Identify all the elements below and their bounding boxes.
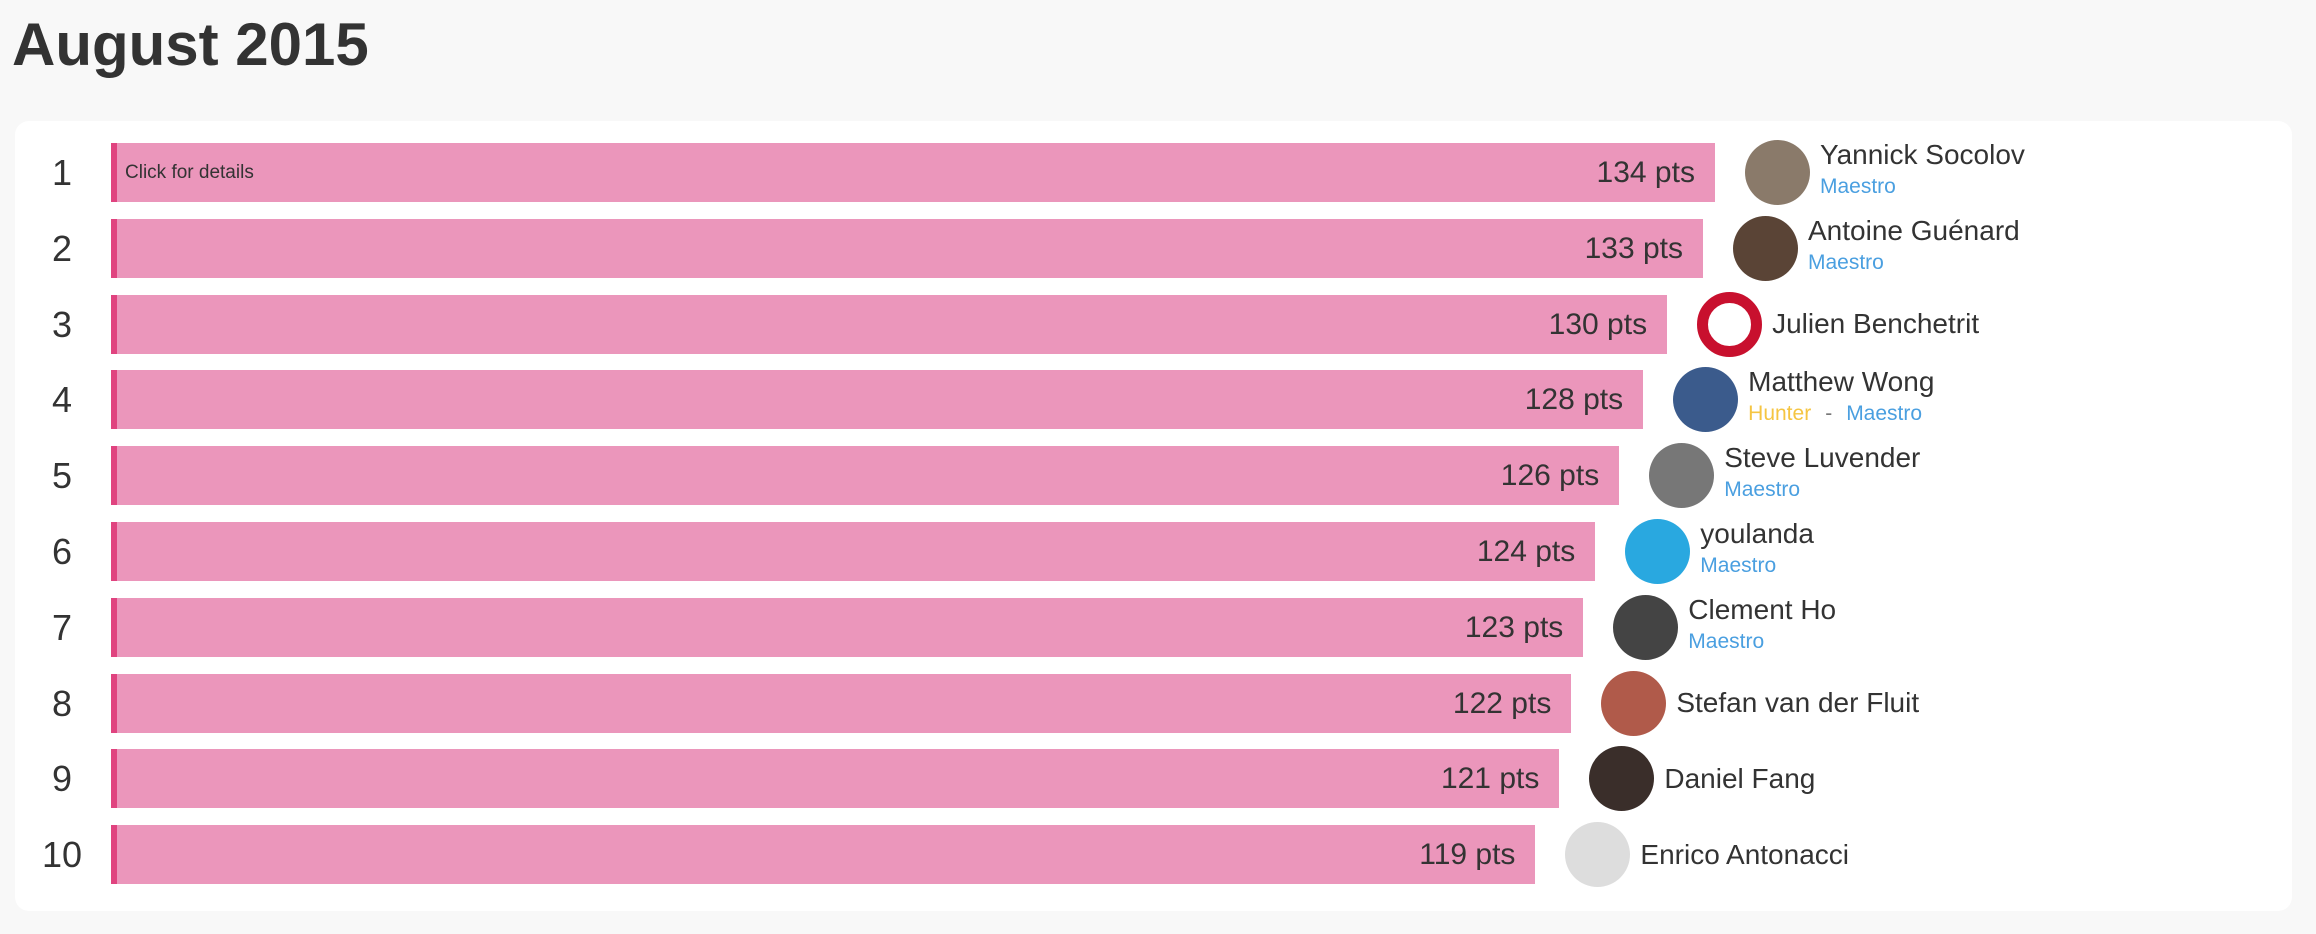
user-role: Hunter [1748,402,1812,426]
rank: 9 [51,758,73,800]
rank: 10 [41,834,83,876]
user-name[interactable]: Yannick Socolov [1819,139,2025,170]
bar[interactable] [111,673,1572,733]
points-label: 133 pts [1584,231,1683,265]
user-name[interactable]: Matthew Wong [1748,366,1935,398]
role-separator: - [1825,402,1833,426]
points-label: 124 pts [1476,535,1576,568]
avatar[interactable] [1589,746,1655,812]
avatar[interactable] [1625,519,1691,584]
user-name[interactable]: Enrico Antonacci [1640,838,1849,870]
avatar[interactable] [1744,140,1810,205]
bar-hint: Click for details [125,162,254,183]
avatar[interactable] [1733,215,1798,281]
user-roles: Maestro [1820,175,1896,199]
rank: 3 [51,303,73,345]
bar[interactable] [111,597,1584,657]
user-name[interactable]: Antoine Guénard [1808,214,2020,246]
avatar[interactable] [1673,367,1739,433]
user-name[interactable]: Stefan van der Fluit [1676,687,1920,719]
rank: 7 [51,606,73,648]
user-role: Maestro [1819,175,1896,198]
points-label: 128 pts [1524,383,1624,417]
points-label: 130 pts [1548,307,1648,341]
user-name[interactable]: youlanda [1700,518,1814,549]
points-label: 121 pts [1440,762,1540,796]
user-roles: Maestro [1700,554,1776,578]
points-label: 123 pts [1464,610,1564,644]
avatar[interactable] [1613,594,1679,660]
page-title: August 2015 [12,11,369,78]
avatar[interactable] [1697,291,1763,357]
rank: 4 [51,379,73,421]
rank: 1 [51,152,73,193]
points-label: 119 pts [1419,838,1516,872]
user-role: Maestro [1808,250,1884,274]
avatar[interactable] [1601,670,1667,736]
user-roles: Hunter - Maestro [1748,402,1922,426]
user-role: Maestro [1846,402,1923,426]
bar[interactable] [111,218,1703,278]
user-roles: Maestro [1808,251,1884,275]
rank: 2 [51,227,73,269]
user-name[interactable]: Steve Luvender [1724,442,1921,474]
avatar[interactable] [1649,443,1715,509]
user-role: Maestro [1688,629,1765,653]
bar[interactable] [111,749,1560,809]
bar[interactable] [111,446,1620,506]
user-role: Maestro [1700,554,1777,577]
rank: 8 [51,682,73,724]
bar[interactable] [111,522,1596,581]
points-label: 122 pts [1452,686,1552,720]
points-label: 126 pts [1500,459,1600,493]
bar[interactable] [111,294,1668,354]
bar[interactable] [111,370,1644,430]
user-name[interactable]: Clement Ho [1688,593,1837,625]
avatar[interactable] [1565,822,1631,888]
bar[interactable] [111,825,1536,885]
user-name[interactable]: Julien Benchetrit [1772,308,1980,340]
user-roles: Maestro [1724,478,1800,502]
rank: 5 [51,455,73,497]
rank: 6 [51,531,73,572]
user-name[interactable]: Daniel Fang [1664,762,1816,794]
user-role: Maestro [1724,478,1801,502]
user-roles: Maestro [1688,630,1764,654]
bar[interactable] [111,143,1715,202]
points-label: 134 pts [1596,156,1695,189]
